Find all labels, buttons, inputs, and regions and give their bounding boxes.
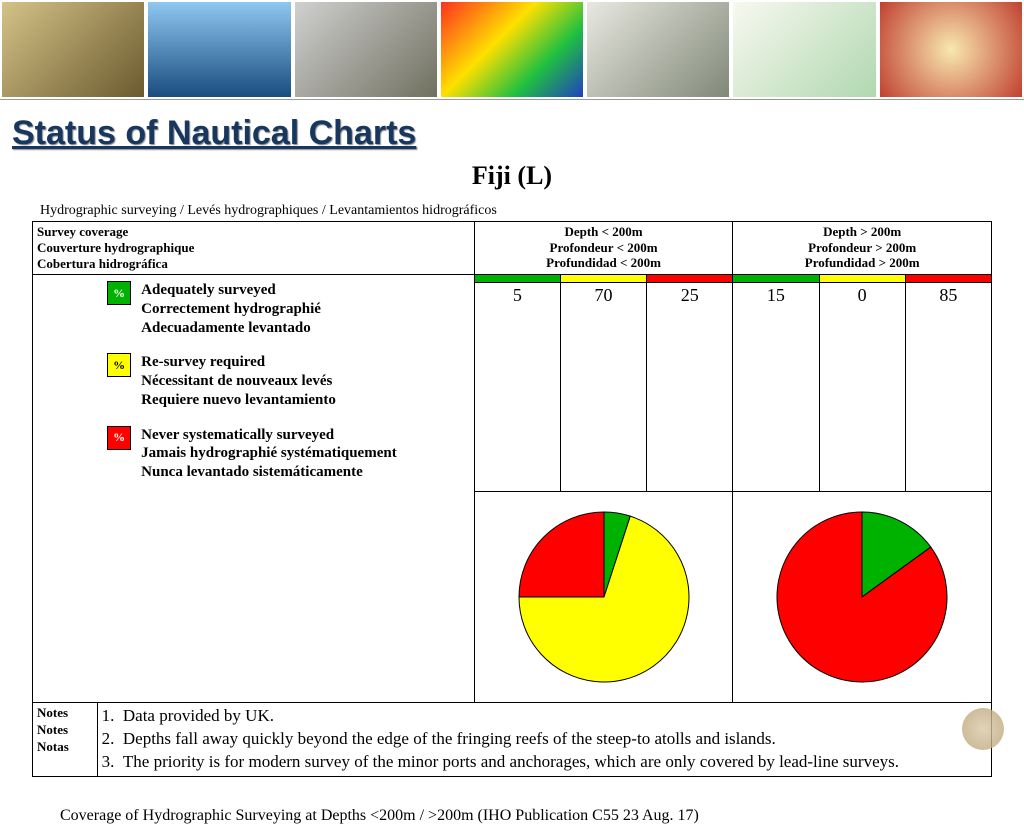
depth-lt200-header: Depth < 200m Profondeur < 200m Profundid… xyxy=(474,222,733,275)
val-lt-never: 25 xyxy=(647,283,733,492)
banner-img-5 xyxy=(587,2,729,97)
banner-img-6 xyxy=(733,2,875,97)
pie-lt200-cell xyxy=(474,492,733,703)
swatch-resurvey: % xyxy=(107,353,131,377)
val-lt-adequate: 5 xyxy=(474,283,560,492)
bar-gt-green xyxy=(733,275,819,283)
bar-lt-yellow xyxy=(560,275,646,283)
page-title: Status of Nautical Charts xyxy=(0,100,1024,157)
legend-resurvey: % Re-survey required Nécessitant de nouv… xyxy=(97,347,474,419)
swatch-adequate: % xyxy=(107,281,131,305)
coverage-header: Survey coverage Couverture hydrographiqu… xyxy=(33,222,475,275)
banner-strip xyxy=(0,0,1024,100)
page-subtitle: Fiji (L) xyxy=(0,157,1024,203)
legend-adequate: % Adequately surveyed Correctement hydro… xyxy=(97,275,474,347)
bar-gt-red xyxy=(905,275,991,283)
corner-seal-icon xyxy=(962,708,1004,750)
banner-img-4 xyxy=(441,2,583,97)
bar-gt-yellow xyxy=(819,275,905,283)
caption: Coverage of Hydrographic Surveying at De… xyxy=(0,777,1024,825)
bar-lt-red xyxy=(647,275,733,283)
coverage-fr: Couverture hydrographique xyxy=(37,240,470,256)
coverage-en: Survey coverage xyxy=(37,224,470,240)
legend-never: % Never systematically surveyed Jamais h… xyxy=(97,420,474,492)
val-gt-never: 85 xyxy=(905,283,991,492)
color-bar-row: % Adequately surveyed Correctement hydro… xyxy=(33,275,992,283)
depth-gt200-header: Depth > 200m Profondeur > 200m Profundid… xyxy=(733,222,992,275)
pie-gt200-cell xyxy=(733,492,992,703)
survey-table: Survey coverage Couverture hydrographiqu… xyxy=(32,221,992,777)
pie-chart-lt200 xyxy=(509,502,699,692)
banner-img-1 xyxy=(2,2,144,97)
notes-label: Notes Notes Notas xyxy=(33,703,98,777)
banner-img-2 xyxy=(148,2,290,97)
val-gt-adequate: 15 xyxy=(733,283,819,492)
notes-body: 1. Data provided by UK. 2. Depths fall a… xyxy=(97,703,991,777)
bar-lt-green xyxy=(474,275,560,283)
val-gt-resurvey: 0 xyxy=(819,283,905,492)
banner-img-7 xyxy=(880,2,1022,97)
banner-img-3 xyxy=(295,2,437,97)
val-lt-resurvey: 70 xyxy=(560,283,646,492)
section-label: Hydrographic surveying / Levés hydrograp… xyxy=(0,203,1024,221)
coverage-es: Cobertura hidrográfica xyxy=(37,256,470,272)
swatch-never: % xyxy=(107,426,131,450)
pie-chart-gt200 xyxy=(767,502,957,692)
